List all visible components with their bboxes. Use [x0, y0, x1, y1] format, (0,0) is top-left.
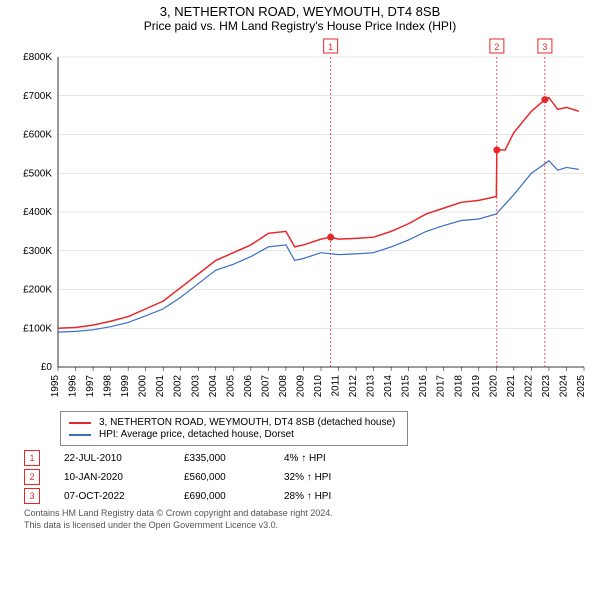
- svg-text:2021: 2021: [506, 375, 517, 398]
- svg-text:2015: 2015: [401, 375, 412, 398]
- svg-text:2007: 2007: [260, 375, 271, 398]
- svg-text:2019: 2019: [471, 375, 482, 398]
- sale-price: £335,000: [184, 453, 284, 464]
- table-row: 3 07-OCT-2022 £690,000 28% ↑ HPI: [24, 488, 590, 504]
- legend-item: 3, NETHERTON ROAD, WEYMOUTH, DT4 8SB (de…: [69, 417, 399, 428]
- sale-delta: 28% ↑ HPI: [284, 491, 374, 502]
- svg-text:£200K: £200K: [23, 285, 52, 296]
- legend-swatch: [69, 434, 91, 436]
- svg-text:2016: 2016: [418, 375, 429, 398]
- svg-text:2011: 2011: [331, 375, 342, 397]
- sale-marker-icon: 3: [24, 488, 40, 504]
- svg-text:£700K: £700K: [23, 91, 52, 102]
- svg-text:£600K: £600K: [23, 130, 52, 141]
- svg-text:2012: 2012: [348, 375, 359, 398]
- sale-delta: 4% ↑ HPI: [284, 453, 374, 464]
- chart-container: 3, NETHERTON ROAD, WEYMOUTH, DT4 8SB Pri…: [0, 0, 600, 590]
- svg-text:2002: 2002: [173, 375, 184, 398]
- sale-delta: 32% ↑ HPI: [284, 472, 374, 483]
- svg-text:£500K: £500K: [23, 168, 52, 179]
- svg-text:2023: 2023: [541, 375, 552, 398]
- svg-text:2: 2: [494, 42, 499, 52]
- svg-text:2006: 2006: [243, 375, 254, 398]
- sale-price: £690,000: [184, 491, 284, 502]
- legend-item: HPI: Average price, detached house, Dors…: [69, 429, 399, 440]
- svg-text:2018: 2018: [453, 375, 464, 398]
- legend: 3, NETHERTON ROAD, WEYMOUTH, DT4 8SB (de…: [60, 411, 408, 446]
- svg-text:2001: 2001: [155, 375, 166, 398]
- legend-label: 3, NETHERTON ROAD, WEYMOUTH, DT4 8SB (de…: [99, 417, 395, 428]
- table-row: 1 22-JUL-2010 £335,000 4% ↑ HPI: [24, 450, 590, 466]
- svg-text:1999: 1999: [120, 375, 131, 398]
- chart-title: 3, NETHERTON ROAD, WEYMOUTH, DT4 8SB: [0, 0, 600, 19]
- svg-text:£800K: £800K: [23, 52, 52, 63]
- sale-date: 10-JAN-2020: [64, 472, 184, 483]
- sale-price: £560,000: [184, 472, 284, 483]
- svg-text:2020: 2020: [488, 375, 499, 398]
- svg-text:2024: 2024: [558, 375, 569, 398]
- sale-date: 07-OCT-2022: [64, 491, 184, 502]
- legend-label: HPI: Average price, detached house, Dors…: [99, 429, 294, 440]
- svg-text:3: 3: [542, 42, 547, 52]
- line-chart-svg: £0 £100K £200K £300K £400K £500K £600K £700K £80…: [10, 37, 590, 407]
- legend-swatch: [69, 422, 91, 424]
- svg-text:2017: 2017: [436, 375, 447, 398]
- svg-text:2004: 2004: [208, 375, 219, 398]
- svg-text:1: 1: [328, 42, 333, 52]
- chart-subtitle: Price paid vs. HM Land Registry's House …: [0, 19, 600, 37]
- sale-marker-icon: 2: [24, 469, 40, 485]
- svg-text:2008: 2008: [278, 375, 289, 398]
- svg-text:1997: 1997: [85, 375, 96, 398]
- svg-text:2014: 2014: [383, 375, 394, 398]
- footer-line: Contains HM Land Registry data © Crown c…: [24, 508, 590, 520]
- sale-date: 22-JUL-2010: [64, 453, 184, 464]
- footer-attribution: Contains HM Land Registry data © Crown c…: [24, 508, 590, 531]
- svg-text:2022: 2022: [523, 375, 534, 398]
- svg-text:2009: 2009: [295, 375, 306, 398]
- sale-marker-icon: 1: [24, 450, 40, 466]
- svg-text:£100K: £100K: [23, 323, 52, 334]
- svg-text:2025: 2025: [576, 375, 587, 398]
- svg-text:2005: 2005: [225, 375, 236, 398]
- table-row: 2 10-JAN-2020 £560,000 32% ↑ HPI: [24, 469, 590, 485]
- sales-table: 1 22-JUL-2010 £335,000 4% ↑ HPI 2 10-JAN…: [24, 450, 590, 504]
- svg-text:£300K: £300K: [23, 246, 52, 257]
- svg-text:2010: 2010: [313, 375, 324, 398]
- svg-text:£0: £0: [41, 362, 53, 373]
- footer-line: This data is licensed under the Open Gov…: [24, 520, 590, 532]
- chart-area: £0 £100K £200K £300K £400K £500K £600K £700K £80…: [10, 37, 590, 407]
- svg-text:2003: 2003: [190, 375, 201, 398]
- svg-text:2013: 2013: [366, 375, 377, 398]
- svg-text:1996: 1996: [68, 375, 79, 398]
- svg-text:1998: 1998: [103, 375, 114, 398]
- svg-text:1995: 1995: [50, 375, 61, 398]
- svg-text:2000: 2000: [138, 375, 149, 398]
- svg-text:£400K: £400K: [23, 207, 52, 218]
